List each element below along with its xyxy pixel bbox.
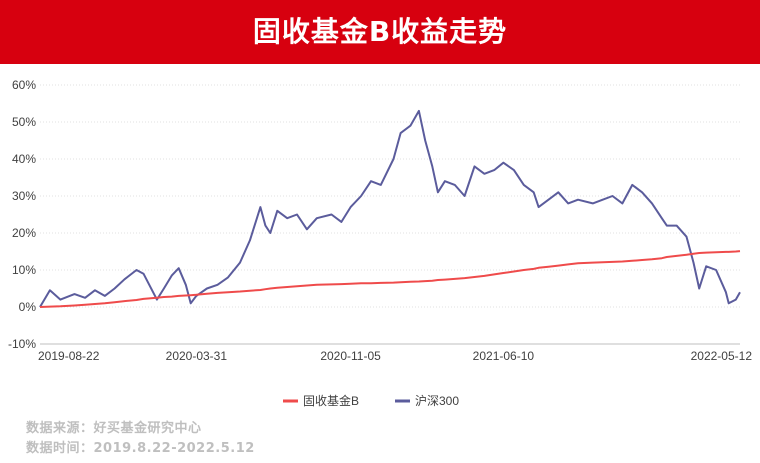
x-tick-label: 2020-11-05 <box>320 349 381 363</box>
x-tick-label: 2021-06-10 <box>473 349 535 363</box>
y-tick-label: 20% <box>12 226 36 240</box>
x-tick-label: 2019-08-22 <box>38 349 100 363</box>
x-axis-labels: 2019-08-22 2020-03-31 2020-11-05 2021-06-10… <box>38 343 753 363</box>
y-tick-label: 10% <box>12 263 36 277</box>
series-line-csi300 <box>39 109 741 308</box>
data-period-note: 数据时间：2019.8.22-2022.5.12 <box>26 441 255 456</box>
grid-lines <box>40 84 740 345</box>
data-source-note: 数据来源：好买基金研究中心 <box>26 421 202 436</box>
y-tick-label: 60% <box>12 78 36 92</box>
y-tick-label: 30% <box>12 189 36 203</box>
line-chart: -10% 0% 10% 20% 30% 40% 50% 60% 2019-08-22 2020-… <box>8 78 753 408</box>
x-tick-label: 2020-03-31 <box>166 349 228 363</box>
title-banner: 固收基金B收益走势 <box>0 0 760 64</box>
legend: 固收基金B 沪深300 <box>283 393 459 408</box>
y-tick-label: 50% <box>12 115 36 129</box>
series-line-fund-b <box>39 250 741 308</box>
chart-title: 固收基金B收益走势 <box>252 15 508 48</box>
y-tick-label: -10% <box>8 337 36 351</box>
y-tick-label: 0% <box>19 300 37 314</box>
y-tick-label: 40% <box>12 152 36 166</box>
legend-label: 沪深300 <box>415 394 459 408</box>
legend-label: 固收基金B <box>303 393 359 408</box>
x-tick-label: 2022-05-12 <box>691 349 753 363</box>
series-lines <box>39 109 741 308</box>
y-axis-labels: -10% 0% 10% 20% 30% 40% 50% 60% <box>8 78 36 351</box>
